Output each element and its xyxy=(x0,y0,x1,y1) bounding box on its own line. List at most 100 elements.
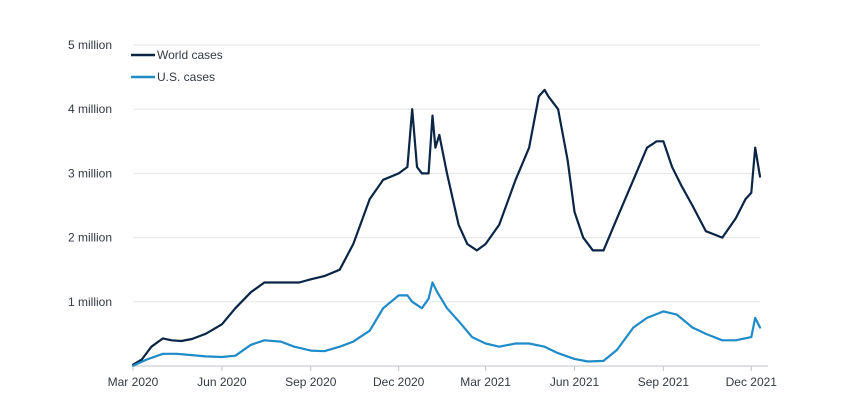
series-point xyxy=(573,211,576,213)
series-point xyxy=(397,172,400,175)
series-point xyxy=(573,358,576,360)
series-point xyxy=(323,350,326,353)
series-point xyxy=(170,339,173,342)
series-point xyxy=(162,352,164,355)
series-point xyxy=(446,172,448,175)
series-point xyxy=(397,294,400,297)
series-point xyxy=(691,204,694,207)
series-point xyxy=(484,342,487,345)
series-point xyxy=(547,95,550,98)
series-point xyxy=(382,307,385,310)
x-tick-label: Dec 2020 xyxy=(373,375,425,389)
series-point xyxy=(662,310,665,313)
series-point xyxy=(734,339,737,342)
series-point xyxy=(471,336,474,339)
series-point xyxy=(352,340,355,343)
series-point xyxy=(457,223,460,226)
series-point xyxy=(191,338,193,340)
series-point xyxy=(587,360,589,363)
series-point xyxy=(691,326,694,329)
series-point xyxy=(382,178,385,181)
series-point xyxy=(162,337,164,340)
series-point xyxy=(175,352,178,355)
series-point xyxy=(759,326,761,329)
x-tick-label: Jun 2021 xyxy=(550,375,600,389)
series-point xyxy=(616,349,618,351)
series-point xyxy=(602,249,605,252)
series-point xyxy=(420,307,423,310)
x-tick-label: Mar 2020 xyxy=(108,375,159,389)
x-tick-label: Dec 2021 xyxy=(726,375,778,389)
series-point xyxy=(436,291,439,294)
series-point xyxy=(676,313,678,316)
y-axis-ticks: 1 million 2 million 3 million 4 million 5 mi… xyxy=(68,38,112,309)
series-point xyxy=(704,333,707,335)
legend: World cases U.S. cases xyxy=(131,48,223,84)
series-point xyxy=(234,354,237,357)
series-point xyxy=(557,352,559,355)
series-point xyxy=(616,217,618,220)
x-tick-label: Sep 2020 xyxy=(285,375,337,389)
series-point xyxy=(406,166,409,168)
series-point xyxy=(528,342,531,345)
series-point xyxy=(466,243,469,245)
series-point xyxy=(754,146,757,149)
y-tick-label: 5 million xyxy=(68,38,112,52)
y-tick-label: 2 million xyxy=(68,231,112,245)
series-point xyxy=(420,172,423,175)
series-point xyxy=(632,326,635,329)
series-point xyxy=(293,345,296,348)
series-point xyxy=(446,307,448,310)
series-point xyxy=(368,198,371,200)
series-point xyxy=(338,268,341,271)
series-point xyxy=(543,89,546,91)
series-point xyxy=(279,340,282,343)
series-point xyxy=(457,320,460,322)
series-point xyxy=(180,340,183,342)
series-point xyxy=(352,243,355,245)
series-point xyxy=(416,166,418,168)
series-point xyxy=(754,316,757,319)
series-point xyxy=(249,343,252,346)
series-point xyxy=(406,294,409,297)
series-point xyxy=(646,316,648,319)
series-point xyxy=(431,281,434,284)
series-point xyxy=(514,178,517,181)
series-point xyxy=(744,198,747,200)
x-tick-label: Mar 2021 xyxy=(460,375,511,389)
series-point xyxy=(263,281,266,284)
series-lines xyxy=(131,88,762,367)
series-point xyxy=(411,300,414,303)
series-point xyxy=(671,166,673,168)
x-tick-label: Sep 2021 xyxy=(638,375,690,389)
series-point xyxy=(528,146,531,149)
series-point xyxy=(721,236,724,239)
series-point xyxy=(602,359,605,362)
legend-label: U.S. cases xyxy=(157,70,215,84)
series-point xyxy=(263,339,266,342)
series-point xyxy=(498,345,501,348)
series-point xyxy=(537,95,540,98)
series-point xyxy=(234,307,237,310)
series-point xyxy=(191,354,193,356)
series-point xyxy=(704,230,707,233)
series-point xyxy=(484,243,487,245)
series-point xyxy=(411,108,414,111)
series-point xyxy=(543,345,546,348)
series-point xyxy=(145,358,148,361)
series-point xyxy=(759,175,761,178)
series-point xyxy=(721,339,724,342)
series-point xyxy=(204,333,207,335)
y-tick-label: 4 million xyxy=(68,102,112,116)
series-point xyxy=(662,140,665,143)
series-point xyxy=(750,336,753,339)
series-point xyxy=(632,178,635,181)
series-point xyxy=(288,281,291,284)
series-point xyxy=(646,146,648,149)
series-point xyxy=(434,146,437,149)
series-point xyxy=(582,236,585,239)
x-axis-ticks: Mar 2020 Jun 2020 Sep 2020 Dec 2020 Mar 2021… xyxy=(108,366,778,389)
series-point xyxy=(309,349,312,352)
series-point xyxy=(220,323,223,326)
